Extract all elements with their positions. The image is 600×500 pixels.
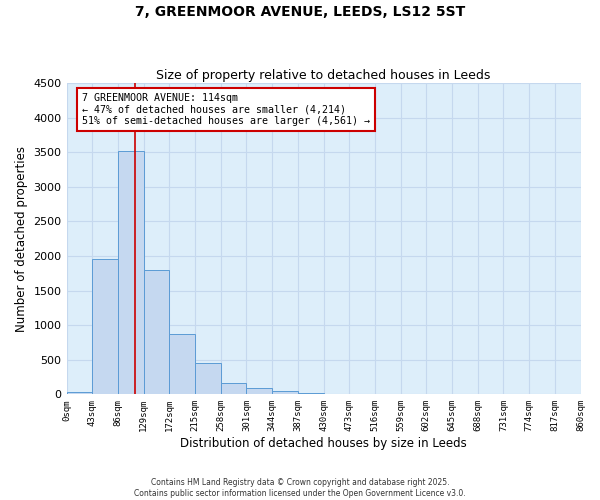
Bar xyxy=(92,260,118,394)
Title: Size of property relative to detached houses in Leeds: Size of property relative to detached ho… xyxy=(157,69,491,82)
Bar xyxy=(67,392,92,394)
Text: 7 GREENMOOR AVENUE: 114sqm
← 47% of detached houses are smaller (4,214)
51% of s: 7 GREENMOOR AVENUE: 114sqm ← 47% of deta… xyxy=(82,92,370,126)
Bar xyxy=(143,270,169,394)
Bar xyxy=(195,363,221,394)
Y-axis label: Number of detached properties: Number of detached properties xyxy=(15,146,28,332)
Text: 7, GREENMOOR AVENUE, LEEDS, LS12 5ST: 7, GREENMOOR AVENUE, LEEDS, LS12 5ST xyxy=(135,5,465,19)
X-axis label: Distribution of detached houses by size in Leeds: Distribution of detached houses by size … xyxy=(180,437,467,450)
Bar xyxy=(169,334,195,394)
Bar xyxy=(247,388,272,394)
Bar xyxy=(118,151,143,394)
Text: Contains HM Land Registry data © Crown copyright and database right 2025.
Contai: Contains HM Land Registry data © Crown c… xyxy=(134,478,466,498)
Bar xyxy=(298,393,323,394)
Bar xyxy=(221,382,247,394)
Bar xyxy=(272,391,298,394)
